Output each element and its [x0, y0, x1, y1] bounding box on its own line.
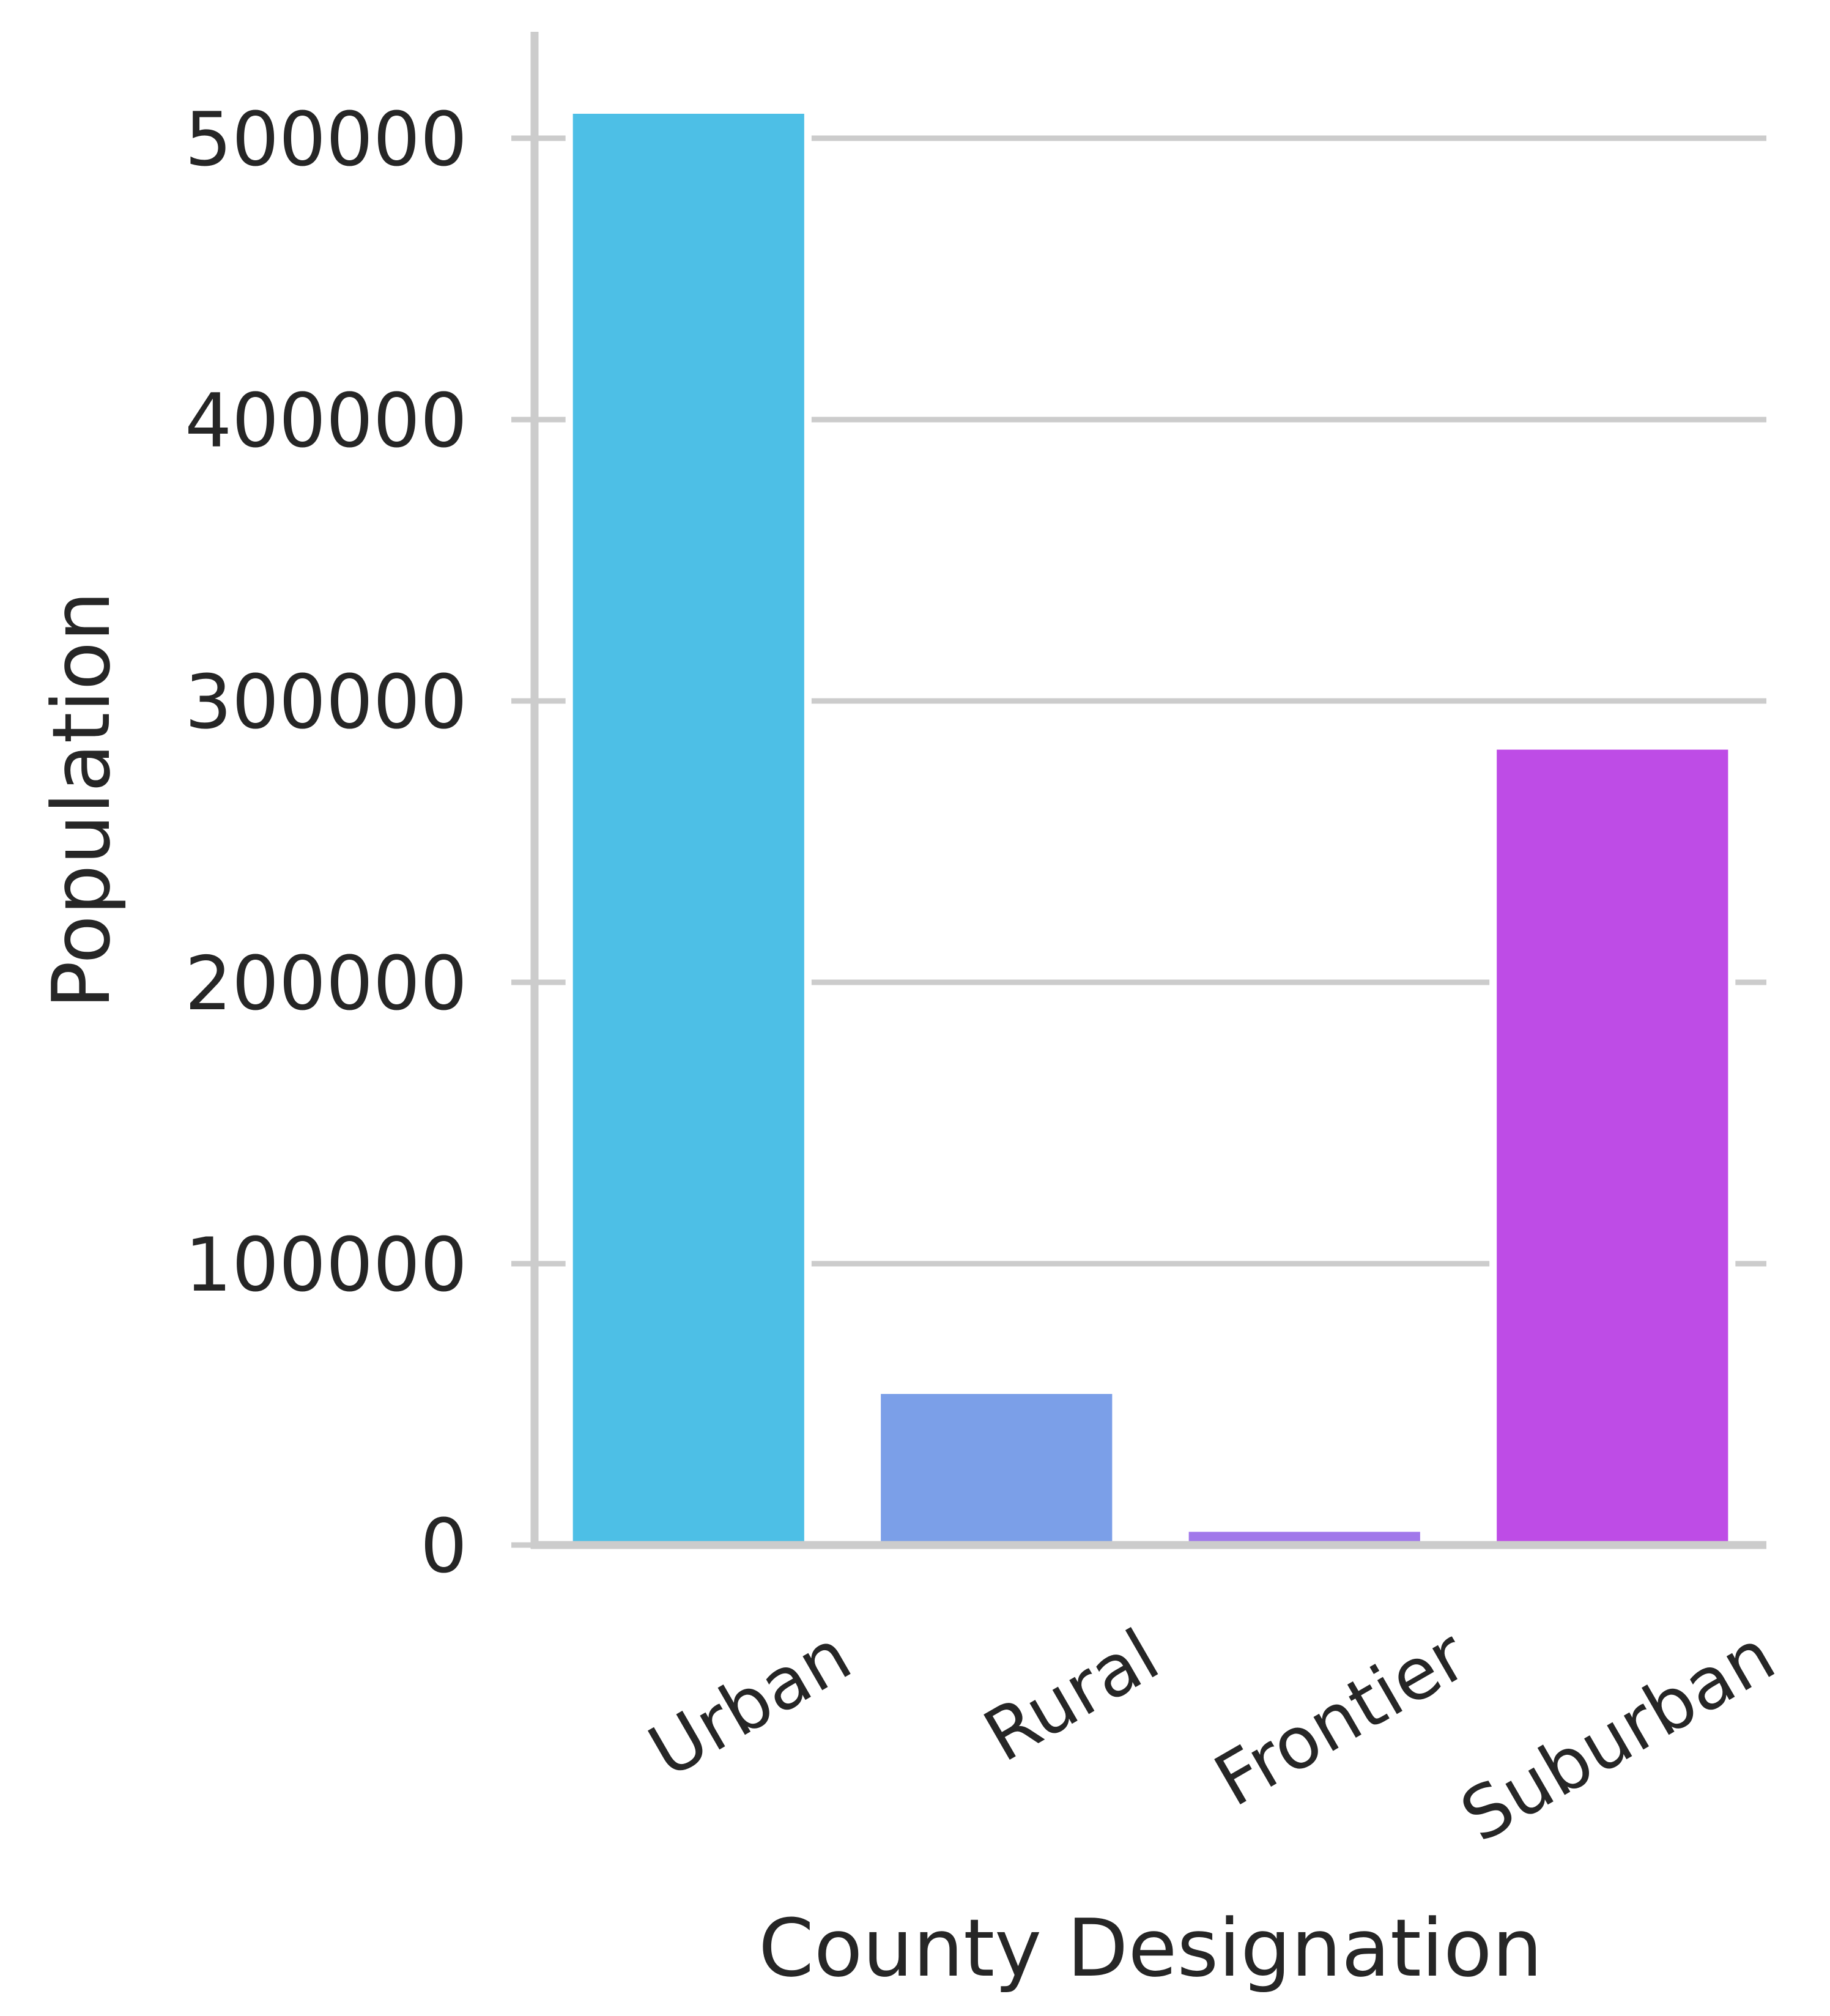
x-tick-label-rural: Rural: [970, 1613, 1172, 1778]
y-axis-title: Population: [35, 591, 128, 1009]
y-tick-labels: 0 100000 200000 300000 400000 500000: [185, 97, 535, 1590]
y-tick-label: 500000: [185, 97, 467, 183]
y-tick-label: 300000: [185, 659, 467, 746]
bar-suburban: [1489, 742, 1736, 1549]
x-axis-title: County Designation: [758, 1902, 1543, 1995]
axes: [530, 32, 1766, 1549]
bar-urban: [565, 106, 812, 1549]
x-tick-label-urban: Urban: [635, 1613, 864, 1794]
x-tick-label-suburban: Suburban: [1447, 1613, 1788, 1858]
y-tick-label: 200000: [185, 941, 467, 1027]
bar-rural: [873, 1387, 1120, 1549]
x-tick-label-frontier: Frontier: [1201, 1613, 1481, 1823]
y-tick-label: 0: [420, 1503, 467, 1590]
bars: [565, 106, 1736, 1549]
y-tick-label: 400000: [185, 378, 467, 464]
y-tick-label: 100000: [185, 1222, 467, 1308]
